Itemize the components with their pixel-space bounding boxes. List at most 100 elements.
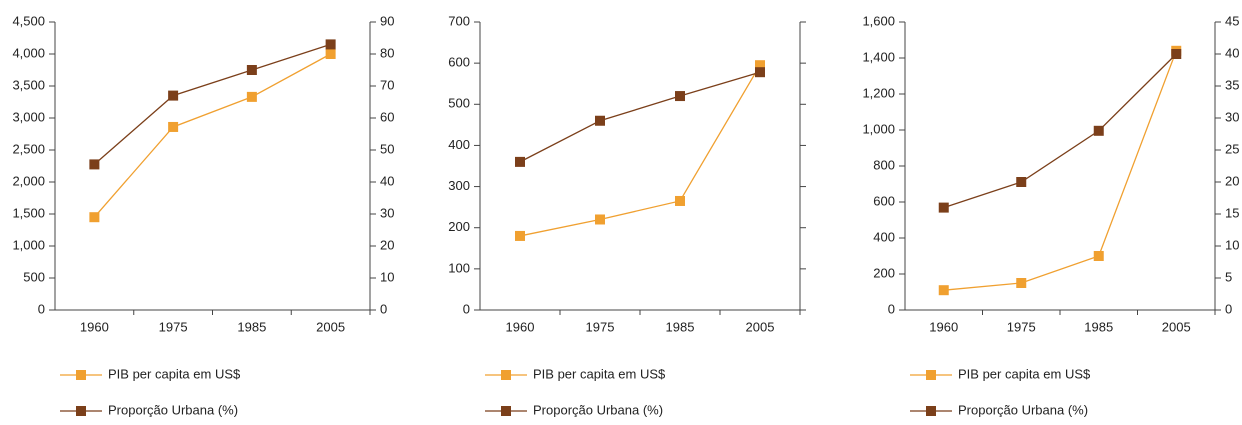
legend-label: PIB per capita em US$ xyxy=(108,366,241,381)
x-tick-label: 1975 xyxy=(159,319,188,334)
x-tick-label: 1975 xyxy=(1007,319,1036,334)
point-marker xyxy=(89,159,100,170)
y-tick-label: 1,000 xyxy=(862,121,895,136)
x-tick-label: 2005 xyxy=(746,319,775,334)
y-tick-label: 300 xyxy=(448,178,470,193)
point-marker xyxy=(89,212,100,223)
point-marker xyxy=(515,156,525,167)
point-marker xyxy=(515,230,525,241)
y-tick-label: 200 xyxy=(448,219,470,234)
y-tick-label: 0 xyxy=(38,301,45,316)
y-tick-label: 2,000 xyxy=(12,173,45,188)
point-marker xyxy=(1093,125,1104,136)
legend-marker xyxy=(76,370,86,380)
point-marker xyxy=(168,121,179,132)
point-marker xyxy=(938,285,949,296)
point-marker xyxy=(595,214,605,225)
point-marker xyxy=(325,49,336,59)
y-tick-label: 3,000 xyxy=(12,109,45,124)
legend-label: PIB per capita em US$ xyxy=(958,366,1091,381)
y2-tick-label: 0 xyxy=(380,301,387,316)
y-tick-label: 800 xyxy=(873,157,895,172)
x-tick-label: 1985 xyxy=(666,319,695,334)
y2-tick-label: 15 xyxy=(1225,205,1239,220)
y2-tick-label: 80 xyxy=(380,45,394,60)
point-marker xyxy=(675,91,685,102)
y2-tick-label: 5 xyxy=(1225,269,1232,284)
y2-tick-label: 10 xyxy=(1225,237,1239,252)
point-marker xyxy=(1016,278,1027,288)
x-tick-label: 1985 xyxy=(237,319,266,334)
legend-label: PIB per capita em US$ xyxy=(533,366,666,381)
legend-label: Proporção Urbana (%) xyxy=(108,402,238,417)
point-marker xyxy=(168,90,179,101)
point-marker xyxy=(246,91,257,102)
x-tick-label: 1960 xyxy=(506,319,535,334)
point-marker xyxy=(1016,177,1027,187)
y2-tick-label: 70 xyxy=(380,77,394,92)
point-marker xyxy=(938,202,949,213)
y2-tick-label: 40 xyxy=(1225,45,1239,60)
point-marker xyxy=(755,67,765,78)
legend-marker xyxy=(926,370,936,380)
legend-label: Proporção Urbana (%) xyxy=(533,402,663,417)
y-tick-label: 3,500 xyxy=(12,77,45,92)
y-tick-label: 600 xyxy=(448,55,470,70)
point-marker xyxy=(675,195,685,206)
y-tick-label: 1,200 xyxy=(862,85,895,100)
y-tick-label: 1,600 xyxy=(862,13,895,28)
x-tick-label: 2005 xyxy=(316,319,345,334)
series-line xyxy=(943,50,1177,291)
y2-tick-label: 10 xyxy=(380,269,394,284)
y2-tick-label: 45 xyxy=(1225,13,1239,28)
y-tick-label: 1,400 xyxy=(862,49,895,64)
x-tick-label: 1960 xyxy=(929,319,958,334)
point-marker xyxy=(755,60,765,71)
y-tick-label: 400 xyxy=(873,229,895,244)
y2-tick-label: 30 xyxy=(1225,109,1239,124)
y2-tick-label: 90 xyxy=(380,13,394,28)
series-line xyxy=(519,71,761,163)
y2-tick-label: 50 xyxy=(380,141,394,156)
y2-tick-label: 30 xyxy=(380,205,394,220)
y-tick-label: 700 xyxy=(448,13,470,28)
y-tick-label: 600 xyxy=(873,193,895,208)
y2-tick-label: 25 xyxy=(1225,141,1239,156)
y2-tick-label: 35 xyxy=(1225,77,1239,92)
point-marker xyxy=(246,65,257,75)
y2-tick-label: 60 xyxy=(380,109,394,124)
y2-tick-label: 40 xyxy=(380,173,394,188)
series-line xyxy=(93,43,331,165)
y-tick-label: 400 xyxy=(448,137,470,152)
y-tick-label: 0 xyxy=(888,301,895,316)
y-tick-label: 0 xyxy=(463,301,470,316)
y-tick-label: 2,500 xyxy=(12,141,45,156)
series-line xyxy=(93,53,331,218)
point-marker xyxy=(325,39,336,50)
legend-marker xyxy=(926,406,936,416)
y-tick-label: 4,000 xyxy=(12,45,45,60)
point-marker xyxy=(595,115,605,126)
series-line xyxy=(943,53,1177,209)
series-line xyxy=(519,64,761,237)
y-tick-label: 1,000 xyxy=(12,237,45,252)
y-tick-label: 200 xyxy=(873,265,895,280)
x-tick-label: 1985 xyxy=(1084,319,1113,334)
y2-tick-label: 20 xyxy=(380,237,394,252)
x-tick-label: 2005 xyxy=(1162,319,1191,334)
y-tick-label: 100 xyxy=(448,260,470,275)
y-tick-label: 4,500 xyxy=(12,13,45,28)
x-tick-label: 1975 xyxy=(586,319,615,334)
y-tick-label: 500 xyxy=(448,96,470,111)
point-marker xyxy=(1171,49,1182,59)
legend-marker xyxy=(501,406,511,416)
legend-marker xyxy=(501,370,511,380)
y-tick-label: 1,500 xyxy=(12,205,45,220)
x-tick-label: 1960 xyxy=(80,319,109,334)
y2-tick-label: 20 xyxy=(1225,173,1239,188)
y-tick-label: 500 xyxy=(23,269,45,284)
y2-tick-label: 0 xyxy=(1225,301,1232,316)
legend-label: Proporção Urbana (%) xyxy=(958,402,1088,417)
legend-marker xyxy=(76,406,86,416)
